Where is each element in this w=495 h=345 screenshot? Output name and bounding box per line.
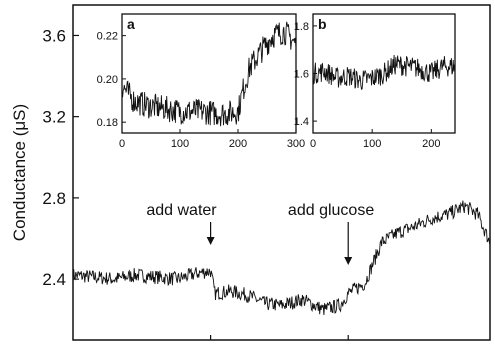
inset-a-panel: 0 100 200 300 0.18 0.20 0.22 a <box>97 14 306 150</box>
inset-x-tick-label: 100 <box>171 138 189 150</box>
inset-y-tick-label: 1.4 <box>294 116 309 128</box>
inset-x-tick-label: 0 <box>119 138 125 150</box>
annotation-arrowhead <box>344 257 352 265</box>
inset-b-panel: 0 100 200 1.4 1.6 1.8 b <box>294 14 455 150</box>
inset-x-tick-label: 300 <box>287 138 305 150</box>
main-trace <box>73 201 490 315</box>
inset-y-tick-label: 0.18 <box>97 117 118 129</box>
inset-panel-letter: a <box>127 16 135 32</box>
y-tick-label: 2.8 <box>42 189 66 208</box>
inset-x-tick-label: 0 <box>310 138 316 150</box>
inset-x-tick-label: 200 <box>422 138 440 150</box>
inset-y-tick-label: 0.20 <box>97 74 118 86</box>
inset-y-tick-label: 1.6 <box>294 69 309 81</box>
annotation-label: add water <box>146 202 217 219</box>
annotation-label: add glucose <box>288 202 374 219</box>
inset-y-tick-label: 1.8 <box>294 21 309 33</box>
y-tick-label: 3.6 <box>42 26 66 45</box>
annotation-arrowhead <box>207 237 215 245</box>
inset-panel-letter: b <box>318 16 327 32</box>
inset-y-tick-label: 0.22 <box>97 31 118 43</box>
inset-x-tick-label: 100 <box>363 138 381 150</box>
inset-x-tick-label: 200 <box>229 138 247 150</box>
y-tick-label: 3.2 <box>42 108 66 127</box>
y-tick-label: 2.4 <box>42 270 66 289</box>
y-axis-label: Conductance (μS) <box>10 104 29 241</box>
